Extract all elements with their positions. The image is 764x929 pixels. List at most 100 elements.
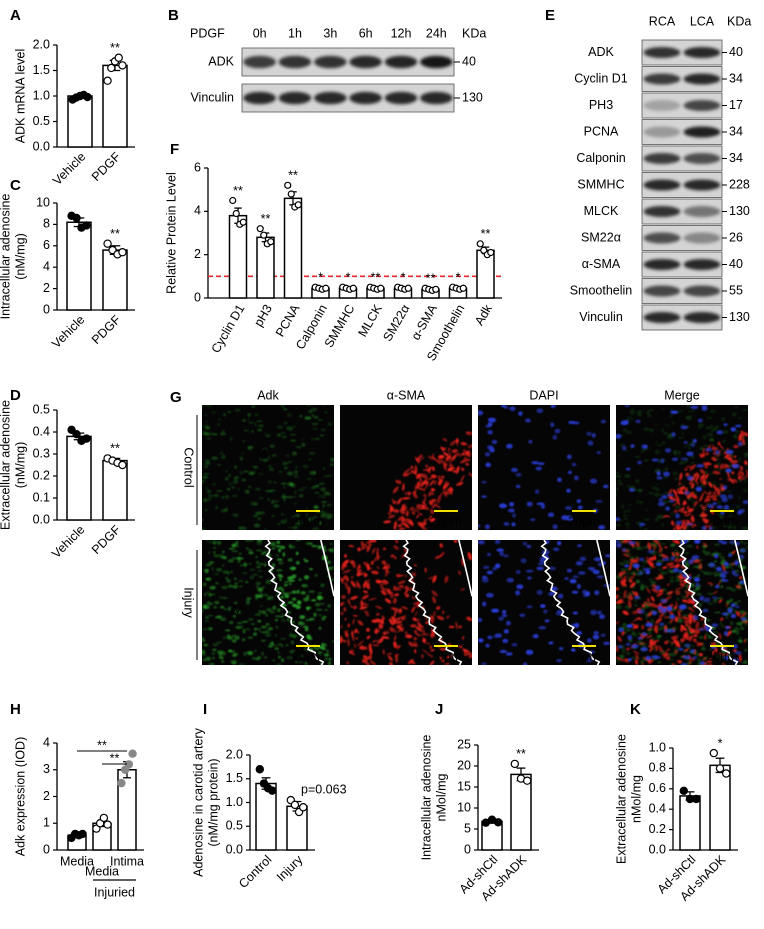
stain bbox=[391, 615, 396, 623]
stain bbox=[289, 543, 292, 548]
nucleus bbox=[501, 405, 506, 408]
stain bbox=[674, 540, 681, 545]
stain bbox=[295, 540, 302, 541]
stain bbox=[271, 454, 277, 457]
stain bbox=[306, 477, 313, 480]
stain bbox=[617, 596, 623, 599]
stain bbox=[744, 623, 748, 626]
nucleus bbox=[511, 643, 518, 647]
stain bbox=[677, 508, 683, 512]
data-point bbox=[118, 61, 127, 70]
stain bbox=[463, 449, 466, 452]
stain bbox=[736, 639, 743, 642]
stain bbox=[208, 541, 214, 544]
y-axis-label: (nM/mg) bbox=[13, 442, 27, 489]
nucleus bbox=[525, 569, 534, 573]
stain bbox=[743, 659, 748, 663]
stain bbox=[395, 573, 400, 577]
y-tick-label: 2 bbox=[194, 247, 201, 261]
stain bbox=[294, 490, 297, 495]
stain bbox=[674, 616, 679, 623]
stain bbox=[648, 578, 655, 582]
nucleus bbox=[702, 609, 709, 613]
data-point bbox=[299, 803, 308, 812]
stain bbox=[675, 600, 678, 608]
stain bbox=[685, 552, 689, 554]
nucleus bbox=[576, 583, 582, 589]
stain bbox=[414, 648, 417, 654]
stain bbox=[651, 540, 658, 543]
stain bbox=[645, 508, 649, 512]
stain bbox=[675, 578, 681, 583]
stain bbox=[203, 473, 210, 475]
blot-band bbox=[683, 179, 721, 191]
panel-letter: B bbox=[168, 7, 179, 24]
stain bbox=[718, 632, 722, 640]
stain bbox=[674, 650, 678, 654]
stain bbox=[265, 581, 272, 585]
stain bbox=[408, 641, 414, 647]
stain bbox=[228, 606, 232, 610]
stain bbox=[251, 623, 255, 626]
stain bbox=[633, 572, 635, 577]
nucleus bbox=[618, 627, 624, 633]
data-point bbox=[349, 284, 357, 292]
stain bbox=[311, 422, 319, 426]
stain bbox=[685, 592, 690, 599]
nucleus bbox=[530, 518, 536, 522]
stain bbox=[739, 576, 743, 580]
stain bbox=[234, 635, 240, 640]
stain bbox=[216, 490, 223, 492]
nucleus bbox=[485, 524, 490, 530]
stain bbox=[719, 621, 723, 626]
stain bbox=[233, 479, 238, 484]
data-point bbox=[83, 92, 92, 102]
stain bbox=[724, 455, 729, 458]
y-axis-label: (nM/mg) bbox=[13, 233, 27, 280]
stain bbox=[309, 568, 314, 571]
stain bbox=[232, 634, 236, 637]
stain bbox=[444, 480, 448, 484]
stain bbox=[243, 562, 248, 567]
stain bbox=[431, 590, 438, 597]
nucleus bbox=[660, 598, 668, 603]
stain bbox=[650, 596, 655, 602]
stain bbox=[262, 586, 265, 589]
stain bbox=[219, 617, 227, 619]
nucleus bbox=[602, 484, 609, 489]
stain bbox=[320, 583, 325, 588]
nucleus bbox=[667, 629, 676, 633]
stain bbox=[382, 631, 387, 636]
stain bbox=[298, 519, 302, 525]
stain bbox=[290, 429, 293, 431]
stain bbox=[680, 472, 683, 480]
panel-letter: A bbox=[10, 7, 21, 24]
nucleus bbox=[494, 540, 501, 545]
stain bbox=[666, 648, 671, 651]
y-tick-label: 0.4 bbox=[33, 424, 50, 438]
stain bbox=[204, 605, 207, 610]
stain bbox=[674, 548, 678, 553]
stain bbox=[301, 438, 304, 441]
stain bbox=[629, 411, 635, 416]
blot-band bbox=[683, 206, 721, 217]
stain bbox=[690, 494, 696, 498]
stain bbox=[678, 460, 686, 465]
stain bbox=[204, 568, 209, 572]
stain bbox=[405, 593, 410, 598]
stain bbox=[691, 482, 695, 489]
stain bbox=[711, 427, 718, 432]
stain bbox=[212, 656, 215, 660]
kda-label: 40 bbox=[729, 45, 743, 59]
stain bbox=[203, 643, 209, 647]
row-label: Cyclin D1 bbox=[574, 71, 628, 85]
nucleus bbox=[670, 410, 678, 414]
stain bbox=[465, 432, 472, 436]
stain bbox=[436, 460, 441, 465]
stain bbox=[235, 625, 242, 629]
stain bbox=[416, 473, 421, 479]
stain bbox=[363, 654, 368, 661]
stain bbox=[672, 498, 681, 502]
lane-label: 1h bbox=[288, 26, 302, 40]
